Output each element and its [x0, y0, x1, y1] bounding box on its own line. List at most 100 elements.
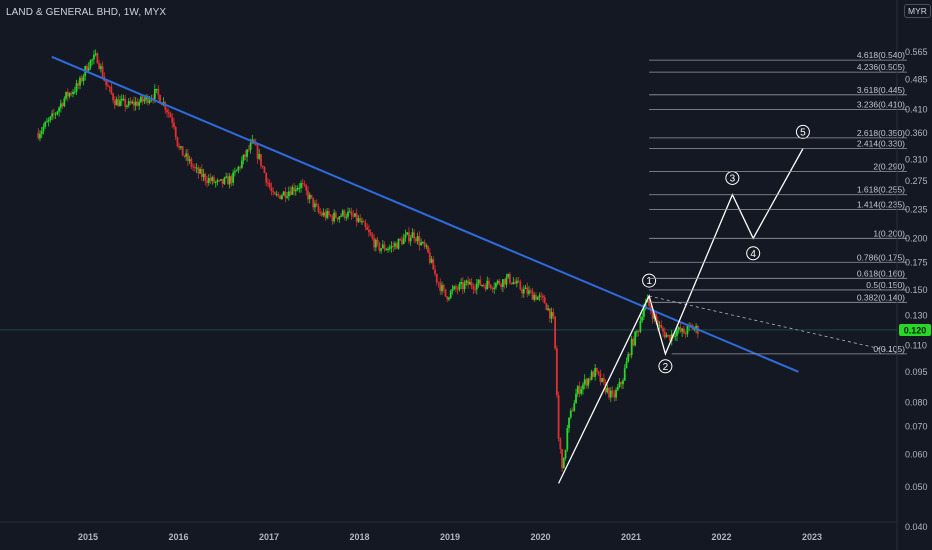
- candle-body: [322, 212, 325, 216]
- candle-body: [261, 165, 264, 168]
- candle-body: [526, 287, 529, 294]
- candle-body: [495, 283, 497, 288]
- candle-body: [406, 232, 409, 235]
- candle-body: [61, 103, 64, 107]
- candle-body: [77, 83, 80, 86]
- candle-body: [385, 249, 388, 251]
- candle-body: [190, 159, 193, 167]
- y-tick-label: 0.565: [905, 47, 928, 57]
- candle-body: [220, 179, 222, 181]
- candle-body: [557, 395, 560, 439]
- candle-body: [46, 121, 48, 123]
- y-tick-label: 0.275: [905, 176, 928, 186]
- candle-body: [465, 280, 468, 284]
- candle-body: [399, 238, 402, 240]
- candle-body: [550, 312, 553, 319]
- candle-body: [458, 284, 461, 290]
- candle-body: [394, 243, 396, 247]
- candle-body: [233, 171, 236, 173]
- candle-body: [120, 98, 123, 101]
- candle-body: [535, 295, 537, 300]
- candle-body: [381, 244, 384, 249]
- candle-body: [235, 170, 238, 172]
- x-tick-label: 2023: [802, 532, 822, 542]
- candle-body: [214, 181, 217, 183]
- currency-badge[interactable]: MYR: [904, 4, 931, 18]
- candle-body: [174, 126, 177, 138]
- candle-body: [427, 245, 429, 253]
- candle-body: [133, 101, 135, 106]
- candle-body: [651, 311, 654, 319]
- candle-body: [129, 101, 132, 104]
- candle-body: [514, 282, 516, 284]
- candle-body: [568, 417, 570, 429]
- y-tick-label: 0.060: [905, 449, 928, 459]
- candle-body: [679, 327, 682, 332]
- candle-body: [124, 98, 127, 107]
- candle-body: [411, 232, 414, 238]
- candle-body: [93, 55, 95, 60]
- candle-body: [498, 280, 501, 285]
- candle-body: [482, 284, 485, 286]
- candle-body: [373, 238, 376, 248]
- candle-body: [230, 176, 233, 183]
- wave-label: 4: [750, 249, 756, 260]
- candle-body: [616, 387, 619, 391]
- candle-body: [86, 66, 88, 71]
- candle-body: [369, 232, 372, 236]
- candle-body: [453, 286, 456, 290]
- candle-body: [192, 166, 195, 168]
- candle-body: [578, 386, 581, 394]
- candle-body: [632, 338, 635, 346]
- candle-body: [202, 173, 205, 177]
- candle-body: [376, 239, 379, 243]
- candle-body: [404, 234, 407, 238]
- candle-body: [305, 185, 308, 191]
- drawings-layer: 1 2 3 4 5: [51, 55, 903, 484]
- candle-body: [477, 279, 480, 284]
- candle-body: [82, 76, 85, 82]
- candle-body: [528, 290, 530, 294]
- candle-body: [65, 91, 67, 99]
- candle-body: [479, 279, 482, 286]
- candle-body: [592, 371, 595, 377]
- candle-body: [347, 211, 349, 217]
- candle-body: [221, 179, 224, 184]
- candle-body: [562, 458, 565, 469]
- candle-body: [272, 191, 275, 193]
- candle-body: [51, 113, 54, 117]
- candle-body: [357, 218, 360, 222]
- candle-body: [446, 296, 449, 300]
- candle-body: [263, 167, 266, 173]
- candle-body: [455, 286, 457, 289]
- candle-body: [277, 194, 280, 196]
- candle-body: [420, 242, 423, 246]
- candle-body: [522, 289, 525, 294]
- candle-body: [59, 103, 62, 108]
- candle-body: [223, 177, 226, 184]
- x-tick-label: 2016: [168, 532, 188, 542]
- y-tick-label: 0.070: [905, 422, 928, 432]
- candle-body: [146, 95, 149, 103]
- candle-body: [543, 297, 546, 304]
- candle-body: [89, 60, 92, 68]
- candle-body: [254, 143, 257, 146]
- fib-level-label: 0.382(0.140): [857, 292, 905, 302]
- candle-body: [134, 101, 137, 106]
- candle-body: [387, 248, 389, 250]
- wave-label: 5: [800, 127, 806, 138]
- wave-label: 2: [663, 362, 669, 373]
- candle-body: [655, 314, 657, 321]
- candle-body: [533, 295, 536, 300]
- candle-body: [232, 172, 235, 183]
- candle-body: [667, 334, 670, 336]
- candle-body: [314, 203, 316, 208]
- candle-body: [326, 211, 329, 218]
- candle-body: [390, 245, 393, 248]
- candle-body: [200, 169, 203, 177]
- candle-body: [279, 195, 282, 199]
- candle-body: [117, 99, 120, 107]
- candle-body: [418, 236, 421, 246]
- candle-body: [374, 239, 377, 248]
